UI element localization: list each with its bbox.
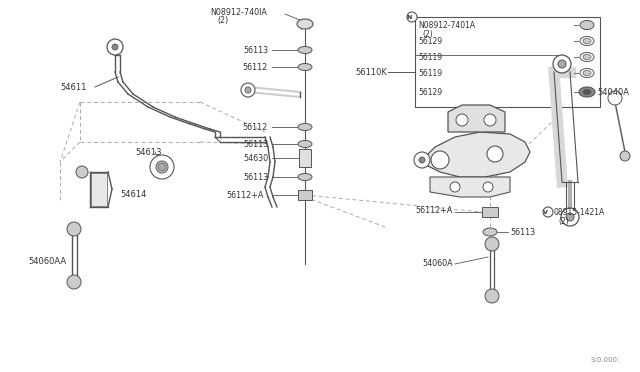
Ellipse shape [483, 228, 497, 236]
Ellipse shape [298, 124, 312, 131]
Circle shape [67, 222, 81, 236]
Text: 56113: 56113 [243, 45, 268, 55]
Text: 56113: 56113 [243, 140, 268, 148]
Text: 54614: 54614 [120, 189, 147, 199]
Circle shape [608, 91, 622, 105]
Ellipse shape [298, 141, 312, 148]
Ellipse shape [580, 52, 594, 61]
Ellipse shape [580, 68, 594, 77]
Text: S:0.000:: S:0.000: [591, 357, 620, 363]
Text: N08912-7401A: N08912-7401A [418, 20, 475, 29]
Ellipse shape [580, 20, 594, 29]
Circle shape [431, 151, 449, 169]
Circle shape [245, 87, 251, 93]
Circle shape [107, 39, 123, 55]
Circle shape [561, 208, 579, 226]
Bar [299, 149, 311, 167]
Text: 54060AA: 54060AA [28, 257, 66, 266]
Text: (2): (2) [558, 217, 569, 225]
Circle shape [419, 157, 425, 163]
Text: 56113: 56113 [510, 228, 535, 237]
Ellipse shape [298, 46, 312, 54]
Circle shape [456, 114, 468, 126]
Text: 56113: 56113 [243, 173, 268, 182]
Text: 56129: 56129 [418, 36, 442, 45]
Text: 56119: 56119 [418, 52, 442, 61]
Text: (2): (2) [422, 29, 433, 38]
Circle shape [450, 182, 460, 192]
Text: 54613: 54613 [135, 148, 161, 157]
Polygon shape [420, 132, 530, 177]
Circle shape [553, 55, 571, 73]
Ellipse shape [579, 87, 595, 97]
Text: 08915-1421A: 08915-1421A [554, 208, 605, 217]
Circle shape [112, 44, 118, 50]
Circle shape [483, 182, 493, 192]
Bar [298, 190, 312, 200]
Circle shape [558, 60, 566, 68]
Bar [91, 173, 107, 206]
Ellipse shape [583, 90, 591, 94]
Circle shape [67, 275, 81, 289]
Circle shape [543, 207, 553, 217]
Ellipse shape [297, 19, 313, 29]
Text: 56112+A: 56112+A [227, 190, 264, 199]
Ellipse shape [583, 55, 591, 60]
Text: 54611: 54611 [60, 83, 86, 92]
Bar [482, 207, 498, 217]
Bar [415, 17, 600, 107]
Ellipse shape [583, 38, 591, 44]
Ellipse shape [298, 173, 312, 180]
Circle shape [158, 163, 166, 171]
Text: 56112+A: 56112+A [415, 205, 453, 215]
Polygon shape [430, 177, 510, 197]
Ellipse shape [298, 64, 312, 71]
Text: 56110K: 56110K [355, 67, 387, 77]
Circle shape [566, 213, 574, 221]
Circle shape [241, 83, 255, 97]
Circle shape [407, 12, 417, 22]
Text: V: V [543, 209, 547, 215]
Text: 54630: 54630 [243, 154, 268, 163]
Circle shape [414, 152, 430, 168]
Circle shape [485, 289, 499, 303]
Circle shape [487, 146, 503, 162]
Text: N08912-740lA: N08912-740lA [210, 7, 267, 16]
Text: 56119: 56119 [418, 68, 442, 77]
Circle shape [484, 114, 496, 126]
Ellipse shape [580, 36, 594, 45]
Circle shape [620, 151, 630, 161]
Circle shape [156, 161, 168, 173]
Circle shape [150, 155, 174, 179]
Text: 56129: 56129 [418, 87, 442, 96]
Ellipse shape [583, 71, 591, 76]
Text: 54040A: 54040A [597, 87, 629, 96]
Text: 56112: 56112 [243, 62, 268, 71]
Polygon shape [448, 105, 505, 132]
Text: (2): (2) [217, 16, 228, 25]
Text: 56112: 56112 [243, 122, 268, 131]
Text: N: N [406, 15, 412, 19]
Circle shape [485, 237, 499, 251]
Text: 54060A: 54060A [422, 260, 453, 269]
Circle shape [76, 166, 88, 178]
